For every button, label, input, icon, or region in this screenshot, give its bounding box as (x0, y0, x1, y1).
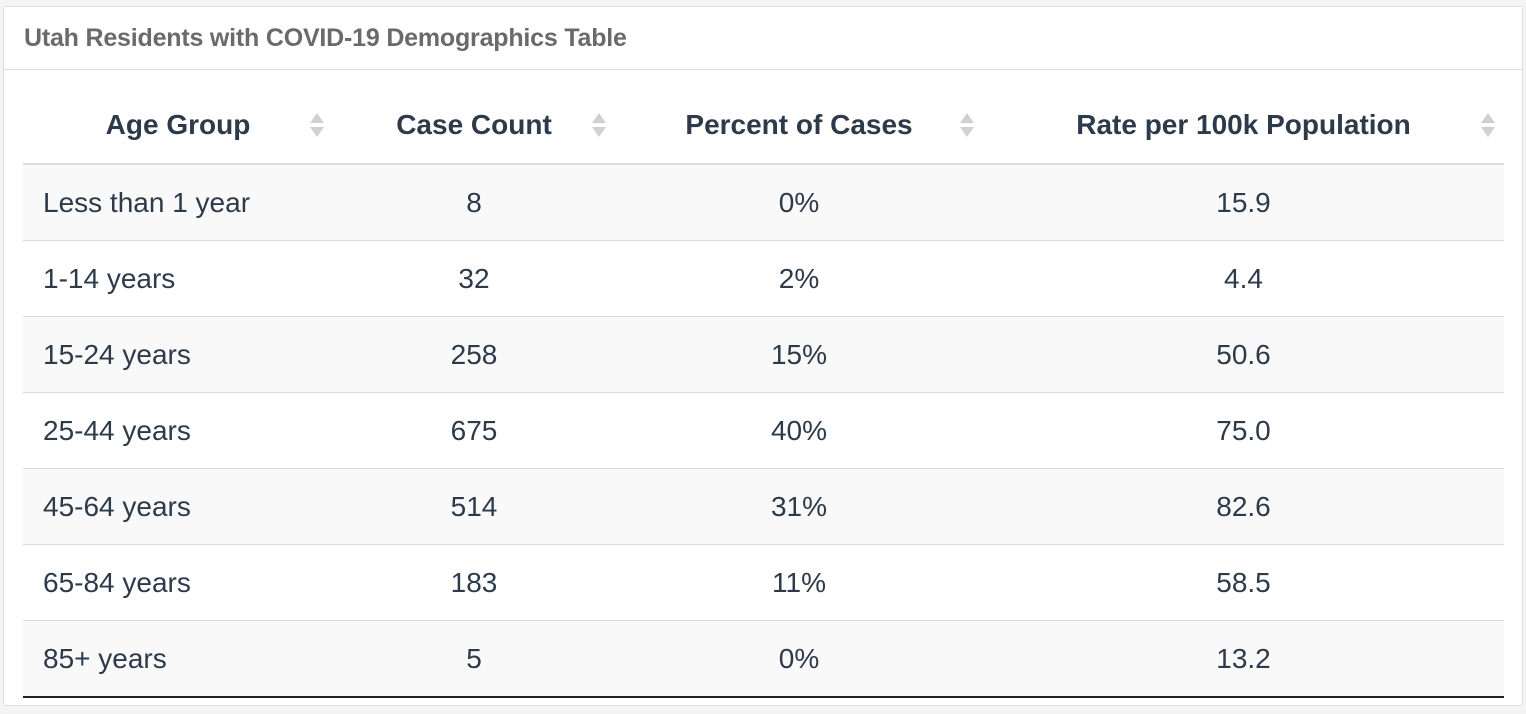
cell-case-count: 258 (333, 316, 615, 393)
cell-percent-of-cases: 2% (615, 240, 983, 317)
cell-case-count: 514 (333, 468, 615, 545)
cell-rate-per-100k: 15.9 (983, 164, 1504, 241)
table-row: 45-64 years 514 31% 82.6 (23, 468, 1504, 545)
cell-percent-of-cases: 11% (615, 544, 983, 621)
cell-rate-per-100k: 75.0 (983, 392, 1504, 469)
column-header-case-count[interactable]: Case Count (333, 87, 615, 165)
table-row: 15-24 years 258 15% 50.6 (23, 316, 1504, 393)
cell-percent-of-cases: 0% (615, 620, 983, 698)
demographics-panel: Utah Residents with COVID-19 Demographic… (3, 6, 1523, 706)
panel-title: Utah Residents with COVID-19 Demographic… (24, 23, 627, 52)
cell-case-count: 8 (333, 164, 615, 241)
table-row: 25-44 years 675 40% 75.0 (23, 392, 1504, 469)
table-header: Age Group Case Count (23, 87, 1504, 165)
column-header-label: Rate per 100k Population (1076, 109, 1411, 140)
demographics-table-wrapper: Age Group Case Count (23, 87, 1504, 698)
column-header-age-group[interactable]: Age Group (23, 87, 333, 165)
cell-case-count: 5 (333, 620, 615, 698)
table-body: Less than 1 year 8 0% 15.9 1-14 years 32… (23, 164, 1504, 698)
table-row: 65-84 years 183 11% 58.5 (23, 544, 1504, 621)
cell-case-count: 675 (333, 392, 615, 469)
table-row: 1-14 years 32 2% 4.4 (23, 240, 1504, 317)
cell-percent-of-cases: 31% (615, 468, 983, 545)
cell-case-count: 32 (333, 240, 615, 317)
sort-both-icon[interactable] (1480, 110, 1496, 140)
cell-age-group: Less than 1 year (23, 164, 333, 241)
column-header-percent-of-cases[interactable]: Percent of Cases (615, 87, 983, 165)
table-row: 85+ years 5 0% 13.2 (23, 620, 1504, 698)
cell-rate-per-100k: 58.5 (983, 544, 1504, 621)
cell-age-group: 1-14 years (23, 240, 333, 317)
cell-age-group: 15-24 years (23, 316, 333, 393)
table-row: Less than 1 year 8 0% 15.9 (23, 164, 1504, 241)
cell-case-count: 183 (333, 544, 615, 621)
panel-heading: Utah Residents with COVID-19 Demographic… (4, 7, 1522, 70)
cell-rate-per-100k: 4.4 (983, 240, 1504, 317)
sort-both-icon[interactable] (959, 110, 975, 140)
column-header-label: Percent of Cases (685, 109, 913, 140)
demographics-table: Age Group Case Count (23, 87, 1504, 698)
cell-age-group: 85+ years (23, 620, 333, 698)
header-row: Age Group Case Count (23, 87, 1504, 165)
column-header-rate-per-100k[interactable]: Rate per 100k Population (983, 87, 1504, 165)
sort-both-icon[interactable] (309, 110, 325, 140)
column-header-label: Case Count (396, 109, 552, 140)
cell-rate-per-100k: 50.6 (983, 316, 1504, 393)
sort-both-icon[interactable] (591, 110, 607, 140)
cell-age-group: 25-44 years (23, 392, 333, 469)
cell-age-group: 65-84 years (23, 544, 333, 621)
cell-percent-of-cases: 0% (615, 164, 983, 241)
cell-age-group: 45-64 years (23, 468, 333, 545)
column-header-label: Age Group (105, 109, 251, 140)
cell-rate-per-100k: 82.6 (983, 468, 1504, 545)
cell-percent-of-cases: 40% (615, 392, 983, 469)
cell-percent-of-cases: 15% (615, 316, 983, 393)
cell-rate-per-100k: 13.2 (983, 620, 1504, 698)
